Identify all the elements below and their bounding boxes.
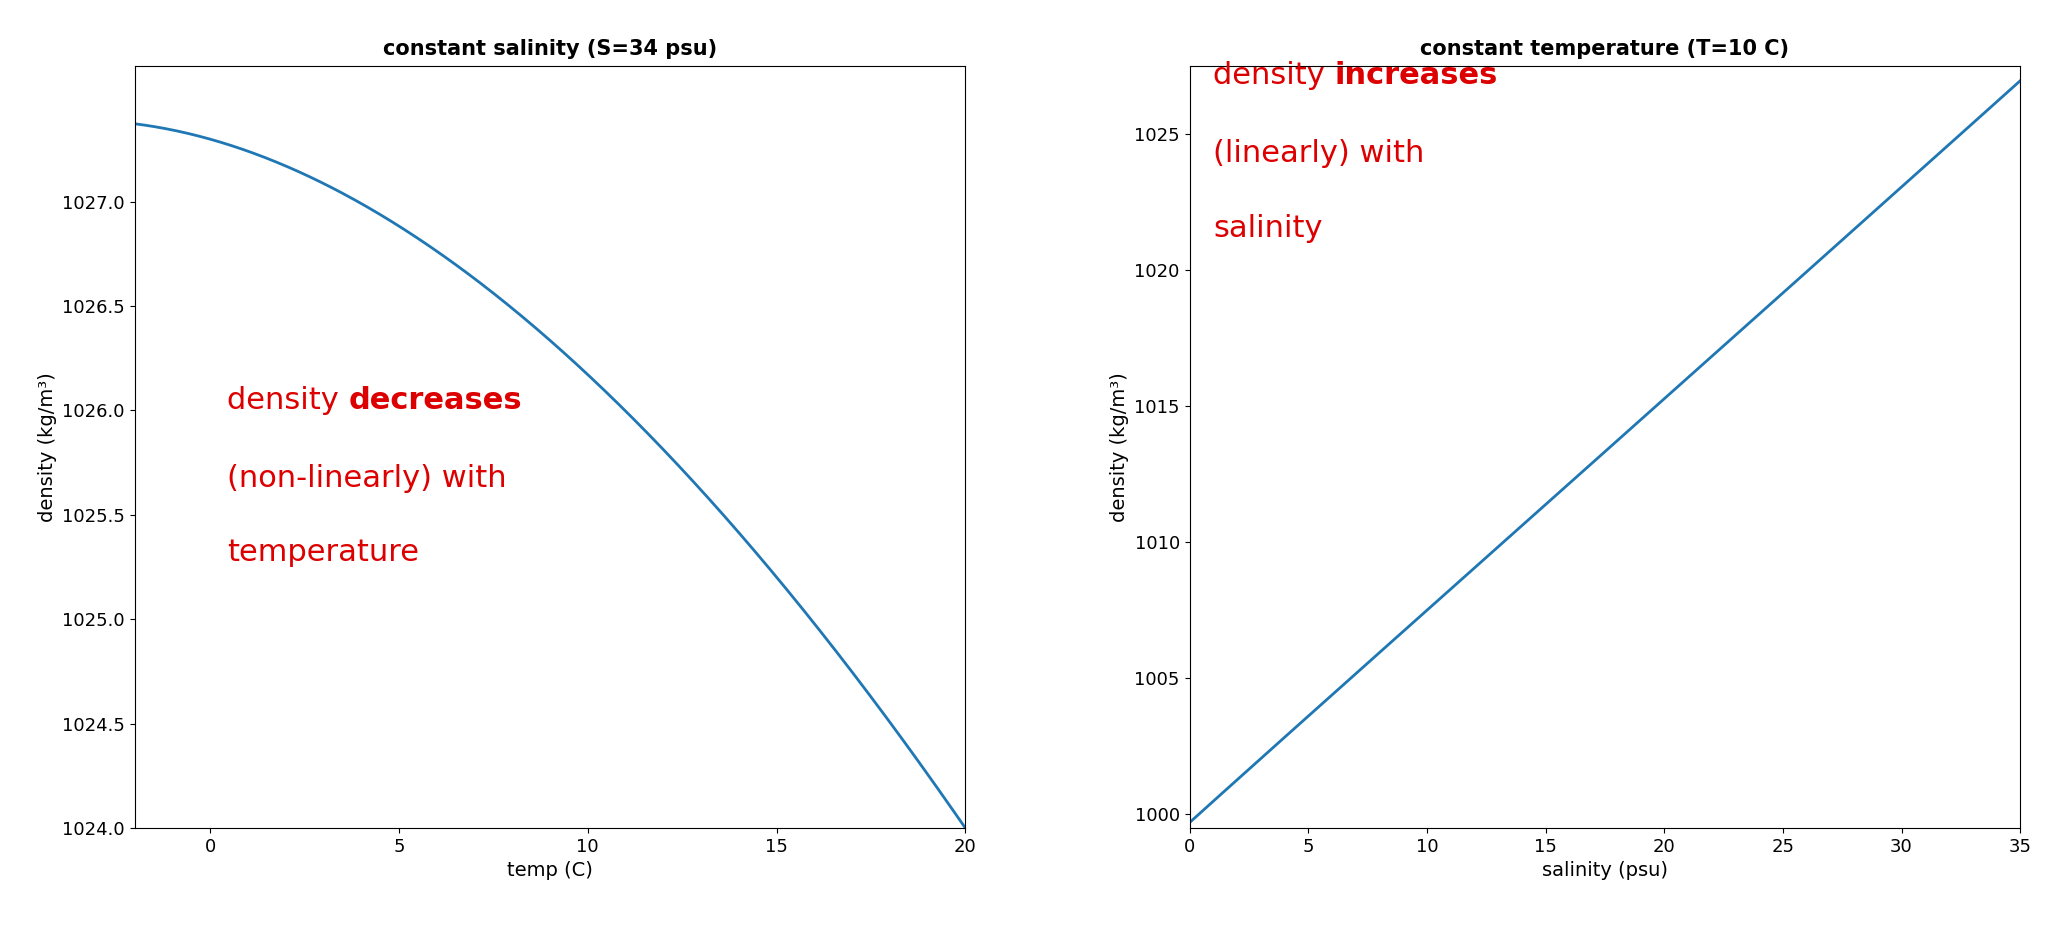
Title: constant salinity (S=34 psu): constant salinity (S=34 psu) — [383, 39, 717, 58]
X-axis label: temp (C): temp (C) — [508, 861, 593, 881]
Text: decreases: decreases — [348, 386, 522, 415]
Text: (linearly) with: (linearly) with — [1214, 139, 1426, 168]
Y-axis label: density (kg/m³): density (kg/m³) — [1111, 372, 1129, 522]
Text: density: density — [228, 386, 348, 415]
Text: increases: increases — [1334, 61, 1498, 90]
Text: (non-linearly) with: (non-linearly) with — [228, 464, 508, 493]
Text: temperature: temperature — [228, 538, 419, 567]
Text: density: density — [1214, 61, 1334, 90]
X-axis label: salinity (psu): salinity (psu) — [1542, 861, 1668, 881]
Y-axis label: density (kg/m³): density (kg/m³) — [37, 372, 56, 522]
Text: salinity: salinity — [1214, 214, 1322, 243]
Title: constant temperature (T=10 C): constant temperature (T=10 C) — [1421, 39, 1790, 58]
